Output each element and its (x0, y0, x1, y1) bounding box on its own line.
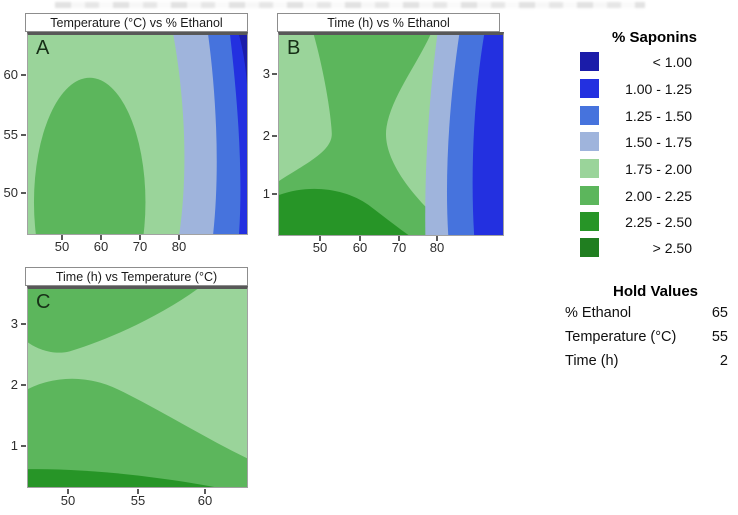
hold-values-row: Time (h) 2 (565, 353, 728, 369)
hold-values-row: Temperature (°C) 55 (565, 329, 728, 345)
legend-label: 1.75 - 2.00 (625, 160, 692, 177)
panel-a-plot (27, 32, 248, 235)
panel-b-ytick-mark (272, 135, 277, 137)
panel-b-xtick-mark (436, 236, 438, 241)
panel-c-ytick-1: 1 (10, 438, 18, 453)
panel-a-xtick-80: 80 (171, 239, 187, 254)
panel-a-ytick-60: 60 (3, 67, 18, 82)
panel-c-xtick-mark (137, 489, 139, 494)
panel-b-title: Time (h) vs % Ethanol (277, 13, 500, 32)
hold-label-temperature: Temperature (°C) (565, 329, 677, 345)
panel-a-ytick-50: 50 (3, 185, 18, 200)
legend-swatch-2.00-2.25 (580, 186, 599, 205)
panel-c-xtick-mark (204, 489, 206, 494)
legend-label: 1.50 - 1.75 (625, 133, 692, 150)
panel-a-xtick-70: 70 (132, 239, 148, 254)
legend-label: 2.00 - 2.25 (625, 187, 692, 204)
legend-swatch-lt-1.00 (580, 52, 599, 71)
legend-entry: > 2.50 (580, 238, 692, 257)
legend-entry: 2.25 - 2.50 (580, 212, 692, 231)
panel-c-title: Time (h) vs Temperature (°C) (25, 267, 248, 286)
panel-b-ytick-1: 1 (262, 186, 270, 201)
panel-b-xtick-70: 70 (391, 240, 407, 255)
panel-b-ytick-3: 3 (262, 66, 270, 81)
panel-c-xtick-50: 50 (60, 493, 76, 508)
panel-a-ytick-55: 55 (3, 127, 18, 142)
panel-c-title-text: Time (h) vs Temperature (°C) (55, 269, 218, 284)
panel-a-letter: A (36, 37, 50, 59)
panel-c-xtick-55: 55 (130, 493, 146, 508)
panel-b-contours (279, 35, 503, 235)
panel-a-ytick-mark (21, 192, 26, 194)
hold-value-ethanol: 65 (711, 305, 728, 321)
panel-c-contours (28, 289, 247, 487)
panel-b-xtick-80: 80 (429, 240, 445, 255)
legend-label: 1.25 - 1.50 (625, 107, 692, 124)
panel-b-xtick-60: 60 (352, 240, 368, 255)
panel-c-ytick-3: 3 (10, 316, 18, 331)
legend-label: > 2.50 (652, 239, 692, 256)
cropped-text-artifact (55, 2, 645, 8)
panel-a-xtick-60: 60 (93, 239, 109, 254)
legend-swatch-gt-2.50 (580, 238, 599, 257)
legend-entry: 2.00 - 2.25 (580, 186, 692, 205)
panel-b-plot (278, 32, 504, 236)
hold-label-ethanol: % Ethanol (565, 305, 632, 321)
legend-swatch-1.00-1.25 (580, 79, 599, 98)
panel-a-xtick-mark (61, 235, 63, 240)
legend-label: 2.25 - 2.50 (625, 213, 692, 230)
panel-c-ytick-2: 2 (10, 377, 18, 392)
legend-entry: 1.00 - 1.25 (580, 79, 692, 98)
legend-swatch-1.25-1.50 (580, 106, 599, 125)
panel-a-xtick-mark (178, 235, 180, 240)
panel-b-xtick-mark (319, 236, 321, 241)
panel-c-xtick-60: 60 (197, 493, 213, 508)
panel-b-ytick-2: 2 (262, 128, 270, 143)
legend-label: < 1.00 (652, 53, 692, 70)
legend-entry: < 1.00 (580, 52, 692, 71)
legend-swatch-1.50-1.75 (580, 132, 599, 151)
panel-a-xtick-mark (139, 235, 141, 240)
legend-title: % Saponins (612, 29, 698, 46)
hold-value-time: 2 (719, 353, 728, 369)
panel-c-ytick-mark (21, 323, 26, 325)
hold-value-temperature: 55 (711, 329, 728, 345)
panel-b-ytick-mark (272, 73, 277, 75)
hold-label-time: Time (h) (565, 353, 619, 369)
panel-a-ytick-mark (21, 74, 26, 76)
panel-a-contours (28, 35, 247, 234)
panel-c-ytick-mark (21, 384, 26, 386)
panel-c-plot (27, 286, 248, 488)
panel-b-xtick-50: 50 (312, 240, 328, 255)
hold-values-title: Hold Values (613, 283, 699, 300)
panel-b-title-text: Time (h) vs % Ethanol (327, 15, 450, 30)
panel-a-ytick-mark (21, 134, 26, 136)
panel-b-xtick-mark (398, 236, 400, 241)
legend-entry: 1.50 - 1.75 (580, 132, 692, 151)
panel-c-xtick-mark (67, 489, 69, 494)
panel-b-ytick-mark (272, 193, 277, 195)
panel-c-letter: C (36, 291, 51, 313)
legend-entry: 1.25 - 1.50 (580, 106, 692, 125)
legend-label: 1.00 - 1.25 (625, 80, 692, 97)
legend-swatch-1.75-2.00 (580, 159, 599, 178)
hold-values-row: % Ethanol 65 (565, 305, 728, 321)
panel-b-letter: B (287, 37, 301, 59)
panel-c-ytick-mark (21, 445, 26, 447)
panel-a-title: Temperature (°C) vs % Ethanol (25, 13, 248, 32)
legend-swatch-2.25-2.50 (580, 212, 599, 231)
legend-entry: 1.75 - 2.00 (580, 159, 692, 178)
panel-a-xtick-50: 50 (54, 239, 70, 254)
panel-a-title-text: Temperature (°C) vs % Ethanol (50, 15, 223, 30)
panel-a-xtick-mark (100, 235, 102, 240)
panel-b-xtick-mark (359, 236, 361, 241)
